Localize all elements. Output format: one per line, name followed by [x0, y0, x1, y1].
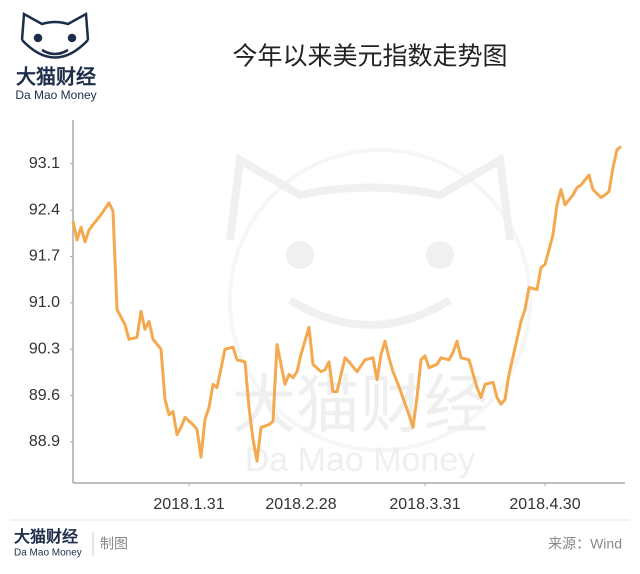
chart-title: 今年以来美元指数走势图	[232, 43, 507, 71]
watermark-sub: Da Mao Money	[245, 441, 476, 479]
x-tick-label: 2018.3.31	[389, 496, 460, 513]
y-tick-label: 93.1	[29, 155, 60, 172]
y-tick-label: 91.0	[29, 294, 60, 311]
logo-sub: Da Mao Money	[15, 88, 96, 102]
x-tick-label: 2018.4.30	[509, 496, 580, 513]
line	[71, 145, 622, 463]
y-tick-label: 89.6	[29, 387, 60, 404]
footer-source: 来源：Wind	[548, 536, 622, 552]
x-tick-label: 2018.2.28	[265, 496, 336, 513]
y-tick-label: 90.3	[29, 340, 60, 357]
y-tick-label: 91.7	[29, 248, 60, 265]
footer-sub: Da Mao Money	[14, 548, 82, 559]
y-tick-label: 92.4	[29, 201, 60, 218]
x-tick-label: 2018.1.31	[153, 496, 224, 513]
footer-note: 制图	[100, 536, 128, 552]
watermark-name: 大猫财经	[232, 369, 488, 441]
logo-icon	[20, 11, 90, 59]
y-tick-label: 88.9	[29, 433, 60, 450]
watermark-icon	[226, 148, 532, 452]
logo-name: 大猫财经	[16, 64, 96, 88]
footer-name: 大猫财经	[14, 527, 78, 546]
